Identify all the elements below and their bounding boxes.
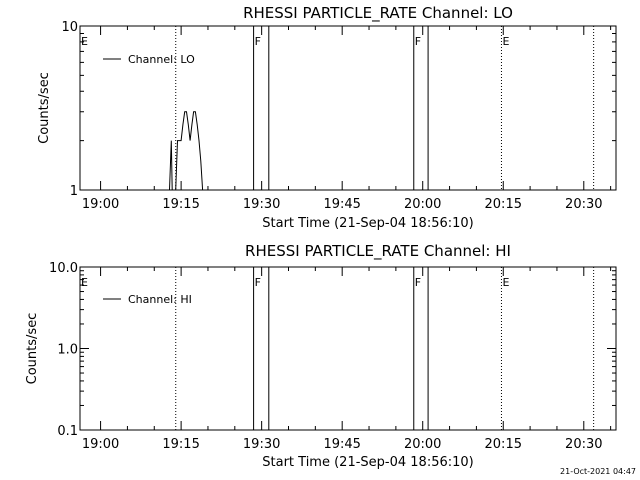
- panel-2-event-marker-label: F: [255, 276, 261, 289]
- panel-2-x-tick-label: 19:45: [323, 437, 360, 452]
- panel-1-legend-label: Channel: LO: [128, 53, 195, 66]
- panel-2-event-marker-label: E: [81, 276, 88, 289]
- panel-1-x-tick-label: 20:15: [485, 197, 522, 212]
- panel-2-legend-label: Channel: HI: [128, 293, 192, 306]
- panel-2-event-marker-label: E: [502, 276, 509, 289]
- panel-1-event-marker-label: E: [81, 35, 88, 48]
- panel-2-axes-frame: [79, 266, 617, 431]
- panel-1-x-tick-label: 19:00: [82, 197, 119, 212]
- panel-2-x-tick-label: 19:30: [243, 437, 280, 452]
- panel-1-event-marker-label: F: [415, 35, 421, 48]
- panel-2-y-tick-label: 1.0: [57, 343, 78, 358]
- panel-2-x-axis-label: Start Time (21-Sep-04 18:56:10): [262, 455, 473, 470]
- panel-1-y-tick-label: 10: [61, 20, 78, 35]
- panel-2-x-tick-label: 19:15: [162, 437, 199, 452]
- panel-1-x-tick-label: 19:15: [162, 197, 199, 212]
- panel-2-x-tick-label: 20:30: [565, 437, 602, 452]
- panel-1-x-tick-label: 20:30: [565, 197, 602, 212]
- panel-2-y-tick-label: 10.0: [49, 261, 78, 276]
- panel-1-y-tick-label: 1: [70, 184, 78, 199]
- panel-2-title: RHESSI PARTICLE_RATE Channel: HI: [245, 242, 511, 261]
- generation-timestamp: 21-Oct-2021 04:47: [560, 467, 636, 476]
- panel-1-x-axis-label: Start Time (21-Sep-04 18:56:10): [262, 216, 473, 231]
- panel-1-event-marker-label: E: [502, 35, 509, 48]
- panel-2-x-tick-label: 20:00: [404, 437, 441, 452]
- panel-1-series-line: [169, 111, 204, 191]
- panel-1-title: RHESSI PARTICLE_RATE Channel: LO: [243, 4, 513, 23]
- panel-1-axes-frame: [79, 25, 617, 191]
- panel-1-event-marker-label: F: [255, 35, 261, 48]
- panel-2-y-axis-label: Counts/sec: [25, 313, 40, 385]
- panel-1-x-tick-label: 19:45: [323, 197, 360, 212]
- panel-1-y-axis-label: Counts/sec: [37, 72, 52, 144]
- panel-2-x-tick-label: 19:00: [82, 437, 119, 452]
- panel-1-x-tick-label: 19:30: [243, 197, 280, 212]
- panel-2-y-tick-label: 0.1: [57, 424, 78, 439]
- panel-1-x-tick-label: 20:00: [404, 197, 441, 212]
- panel-2-event-marker-label: F: [415, 276, 421, 289]
- panel-2-x-tick-label: 20:15: [485, 437, 522, 452]
